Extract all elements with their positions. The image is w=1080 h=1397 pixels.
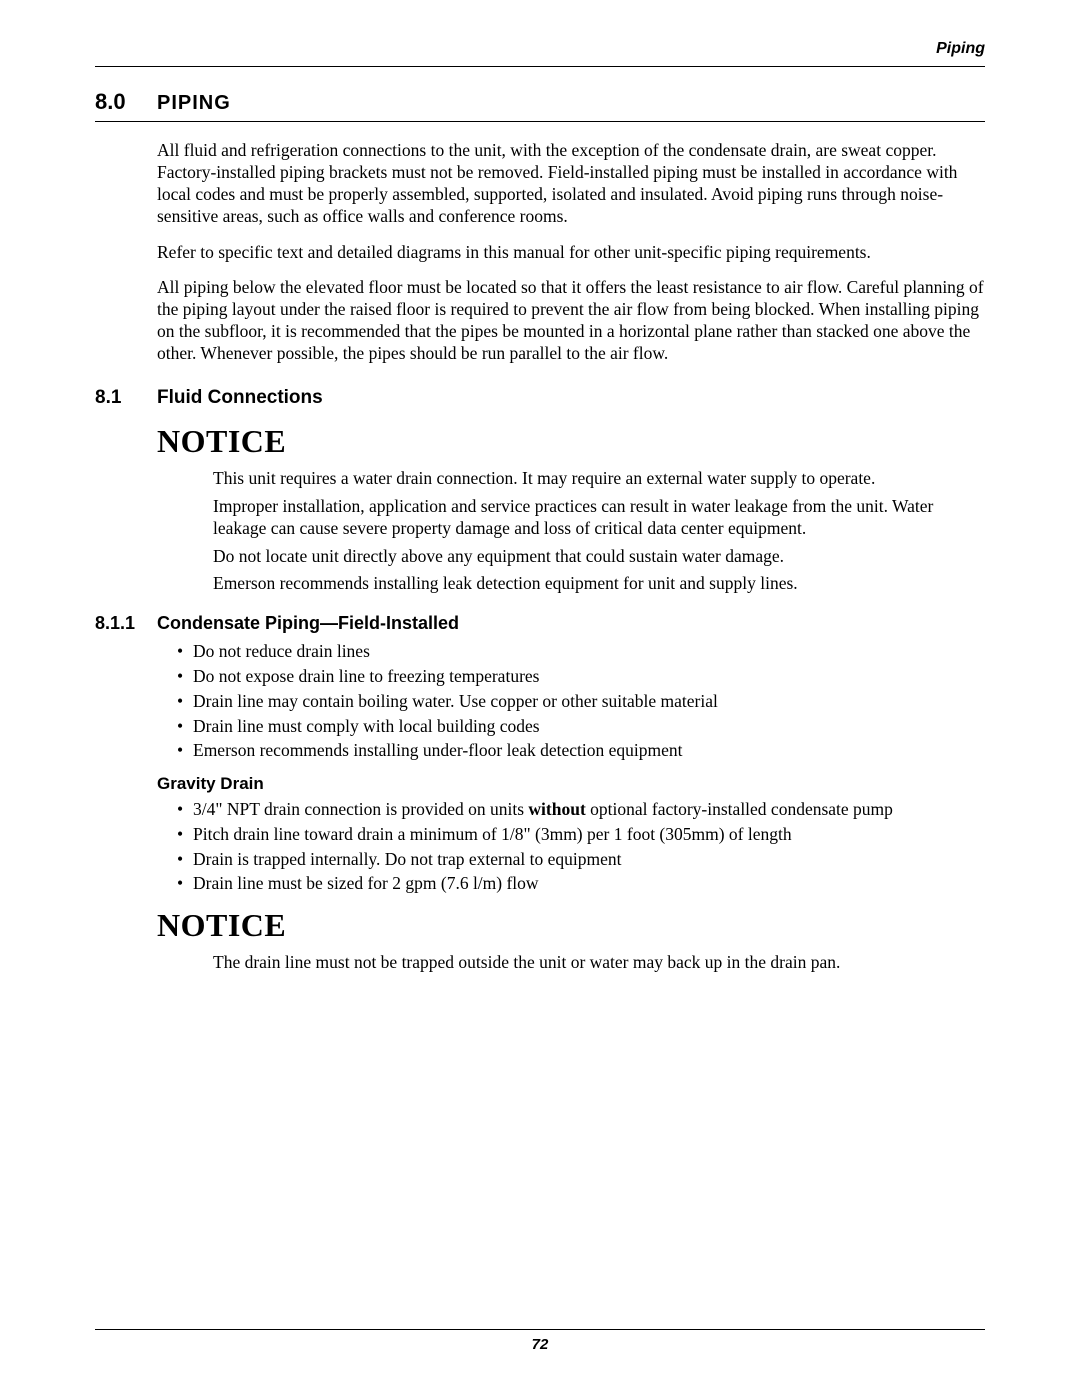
notice-para: Emerson recommends installing leak detec… xyxy=(213,573,985,595)
list-item: Emerson recommends installing under-floo… xyxy=(177,739,985,762)
intro-para: All piping below the elevated floor must… xyxy=(157,277,985,365)
notice-block: The drain line must not be trapped outsi… xyxy=(213,952,985,974)
bullet-text-pre: 3/4" NPT drain connection is provided on… xyxy=(193,799,528,819)
subsubsection-title: Condensate Piping—Field-Installed xyxy=(157,613,459,634)
intro-para: Refer to specific text and detailed diag… xyxy=(157,242,985,264)
notice-para: Do not locate unit directly above any eq… xyxy=(213,546,985,568)
bullet-text-bold: without xyxy=(528,799,585,819)
condensate-bullets: Do not reduce drain lines Do not expose … xyxy=(177,640,985,762)
gravity-bullets: 3/4" NPT drain connection is provided on… xyxy=(177,798,985,895)
subsubsection-number: 8.1.1 xyxy=(95,613,157,634)
notice-block: This unit requires a water drain connect… xyxy=(213,468,985,595)
notice-para: This unit requires a water drain connect… xyxy=(213,468,985,490)
list-item: Drain line must be sized for 2 gpm (7.6 … xyxy=(177,872,985,895)
list-item: Do not reduce drain lines xyxy=(177,640,985,663)
notice-para: Improper installation, application and s… xyxy=(213,496,985,540)
running-head: Piping xyxy=(95,40,985,58)
subsection-title: Fluid Connections xyxy=(157,387,323,409)
section-title: PIPING xyxy=(157,92,231,115)
footer: 72 xyxy=(95,1329,985,1353)
notice-heading: NOTICE xyxy=(157,423,985,460)
subsubsection-heading-row: 8.1.1 Condensate Piping—Field-Installed xyxy=(95,613,985,634)
section-rule xyxy=(95,121,985,122)
notice-para: The drain line must not be trapped outsi… xyxy=(213,952,985,974)
footer-rule xyxy=(95,1329,985,1330)
page: Piping 8.0 PIPING All fluid and refriger… xyxy=(0,0,1080,1397)
list-item: Drain is trapped internally. Do not trap… xyxy=(177,848,985,871)
list-item: Pitch drain line toward drain a minimum … xyxy=(177,823,985,846)
section-number: 8.0 xyxy=(95,89,157,115)
intro-block: All fluid and refrigeration connections … xyxy=(157,140,985,365)
notice-heading: NOTICE xyxy=(157,907,985,944)
list-item: Drain line must comply with local buildi… xyxy=(177,715,985,738)
page-number: 72 xyxy=(95,1336,985,1353)
gravity-drain-title: Gravity Drain xyxy=(157,774,985,794)
list-item: 3/4" NPT drain connection is provided on… xyxy=(177,798,985,821)
list-item: Do not expose drain line to freezing tem… xyxy=(177,665,985,688)
subsection-heading-row: 8.1 Fluid Connections xyxy=(95,387,985,409)
section-heading-row: 8.0 PIPING xyxy=(95,89,985,115)
top-rule xyxy=(95,66,985,67)
bullet-text-post: optional factory-installed condensate pu… xyxy=(586,799,893,819)
intro-para: All fluid and refrigeration connections … xyxy=(157,140,985,228)
subsection-number: 8.1 xyxy=(95,387,157,409)
list-item: Drain line may contain boiling water. Us… xyxy=(177,690,985,713)
